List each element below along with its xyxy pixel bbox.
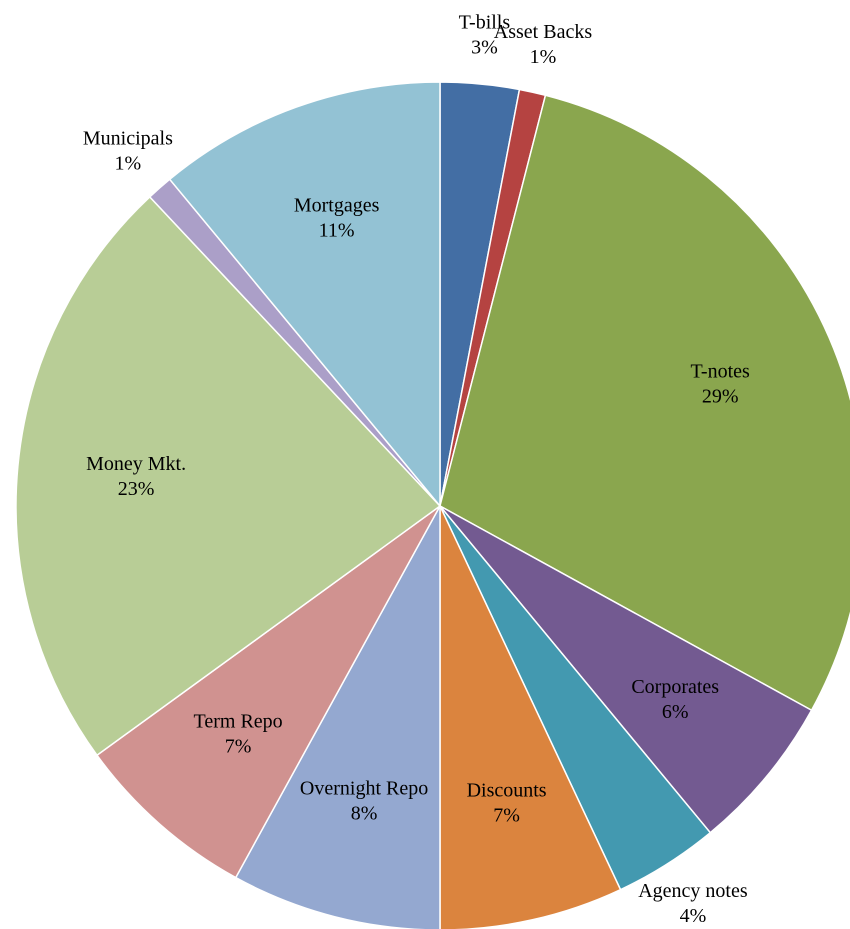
pie-slice: [439, 505, 813, 834]
slice-value-label: 7%: [493, 805, 520, 827]
pie-slice: [15, 195, 442, 757]
slice-value-label: 23%: [118, 478, 155, 500]
slice-label: Municipals: [83, 128, 173, 150]
slice-value-label: 3%: [471, 37, 498, 59]
slice-value-label: 1%: [115, 153, 142, 175]
slice-value-label: 6%: [662, 701, 689, 723]
slice-label: T-bills: [459, 12, 511, 34]
slice-label: Agency notes: [638, 880, 748, 902]
slice-value-label: 8%: [351, 802, 378, 824]
pie-slice: [439, 505, 622, 929]
slice-value-label: 7%: [225, 736, 252, 758]
slice-label: Asset Backs: [494, 21, 593, 43]
slice-value-label: 29%: [702, 385, 739, 407]
slice-label: Corporates: [631, 676, 719, 698]
slice-value-label: 1%: [530, 46, 557, 68]
slice-value-label: 4%: [680, 905, 707, 927]
slice-value-label: 11%: [319, 219, 355, 241]
slice-label: Money Mkt.: [86, 453, 186, 475]
pie-slice: [168, 81, 441, 509]
pie-slice: [95, 505, 441, 879]
pie-slice: [439, 94, 850, 712]
slice-label: T-notes: [691, 360, 750, 382]
slice-label: Overnight Repo: [300, 777, 428, 799]
slice-label: Term Repo: [194, 711, 283, 733]
slice-label: Mortgages: [294, 194, 380, 216]
slice-label: Discounts: [467, 780, 547, 802]
pie-slice: [234, 505, 441, 929]
